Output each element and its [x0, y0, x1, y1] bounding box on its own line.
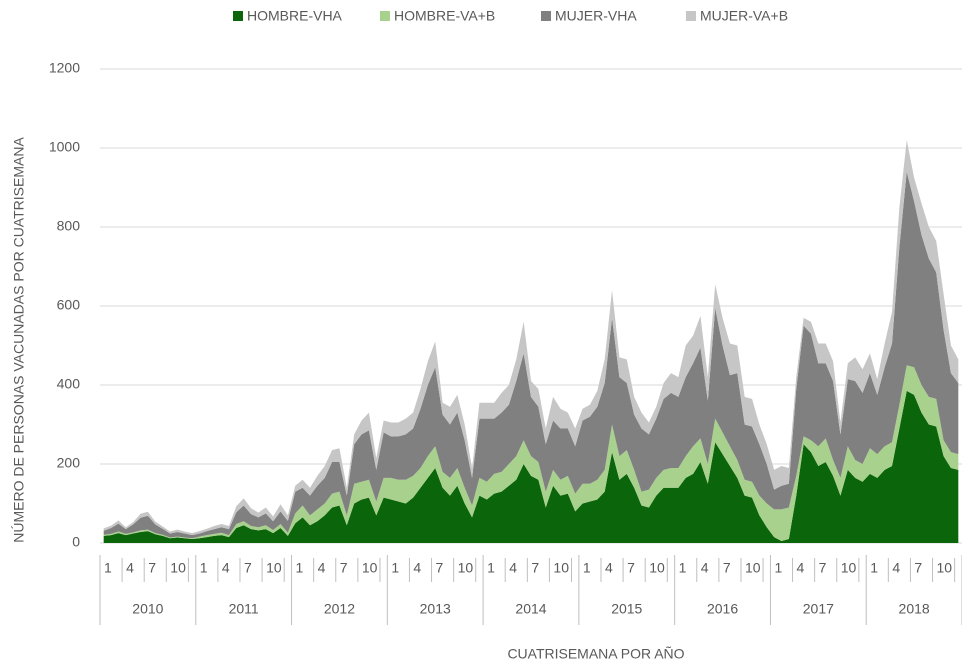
x-axis-title: CUATRISEMANA POR AÑO [507, 646, 684, 662]
x-tick-label: 4 [701, 560, 709, 576]
y-tick-label: 600 [57, 297, 81, 313]
x-tick-label: 1 [391, 560, 399, 576]
legend-label: HOMBRE-VHA [247, 8, 343, 24]
x-tick-label: 4 [222, 560, 230, 576]
x-tick-label: 7 [244, 560, 252, 576]
area [103, 390, 959, 543]
x-tick-label: 10 [362, 560, 378, 576]
y-tick-label: 200 [57, 455, 81, 471]
x-tick-label: 7 [723, 560, 731, 576]
x-tick-label: 10 [649, 560, 665, 576]
x-group-label: 2012 [324, 601, 355, 617]
legend-label: MUJER-VHA [555, 8, 637, 24]
x-tick-label: 4 [509, 560, 517, 576]
y-tick-label: 1200 [49, 60, 80, 76]
legend-swatch [233, 11, 243, 21]
y-tick-label: 0 [72, 534, 80, 550]
y-tick-label: 400 [57, 376, 81, 392]
legend-swatch [380, 11, 390, 21]
x-group-label: 2017 [803, 601, 834, 617]
x-group-label: 2018 [899, 601, 930, 617]
x-tick-label: 4 [797, 560, 805, 576]
x-tick-label: 4 [605, 560, 613, 576]
x-tick-label: 4 [892, 560, 900, 576]
x-group-label: 2014 [515, 601, 546, 617]
x-tick-label: 1 [487, 560, 495, 576]
x-tick-label: 4 [413, 560, 421, 576]
legend-label: HOMBRE-VA+B [394, 8, 495, 24]
x-tick-label: 10 [553, 560, 569, 576]
x-tick-label: 1 [200, 560, 208, 576]
x-tick-label: 7 [436, 560, 444, 576]
x-tick-label: 7 [627, 560, 635, 576]
x-tick-label: 1 [296, 560, 304, 576]
x-tick-label: 10 [745, 560, 761, 576]
y-tick-label: 1000 [49, 139, 80, 155]
x-tick-label: 1 [679, 560, 687, 576]
x-tick-label: 7 [340, 560, 348, 576]
x-tick-label: 1 [104, 560, 112, 576]
legend-swatch [686, 11, 696, 21]
area [103, 171, 959, 539]
x-tick-label: 4 [126, 560, 134, 576]
x-tick-label: 7 [819, 560, 827, 576]
y-tick-label: 800 [57, 218, 81, 234]
x-tick-label: 10 [266, 560, 282, 576]
x-group-label: 2015 [611, 601, 642, 617]
x-tick-label: 7 [914, 560, 922, 576]
x-tick-label: 1 [774, 560, 782, 576]
x-group-label: 2010 [132, 601, 163, 617]
legend-swatch [541, 11, 551, 21]
x-tick-label: 1 [583, 560, 591, 576]
x-tick-label: 10 [841, 560, 857, 576]
x-group-label: 2011 [229, 601, 259, 617]
x-group-label: 2016 [707, 601, 738, 617]
x-tick-label: 7 [148, 560, 156, 576]
x-tick-label: 10 [170, 560, 186, 576]
x-tick-label: 4 [318, 560, 326, 576]
y-axis-title: NÚMERO DE PERSONAS VACUNADAS POR CUATRIS… [11, 137, 27, 543]
x-group-label: 2013 [420, 601, 451, 617]
x-tick-label: 7 [531, 560, 539, 576]
x-tick-label: 1 [870, 560, 878, 576]
legend-label: MUJER-VA+B [700, 8, 788, 24]
x-tick-label: 10 [937, 560, 953, 576]
x-tick-label: 10 [458, 560, 474, 576]
